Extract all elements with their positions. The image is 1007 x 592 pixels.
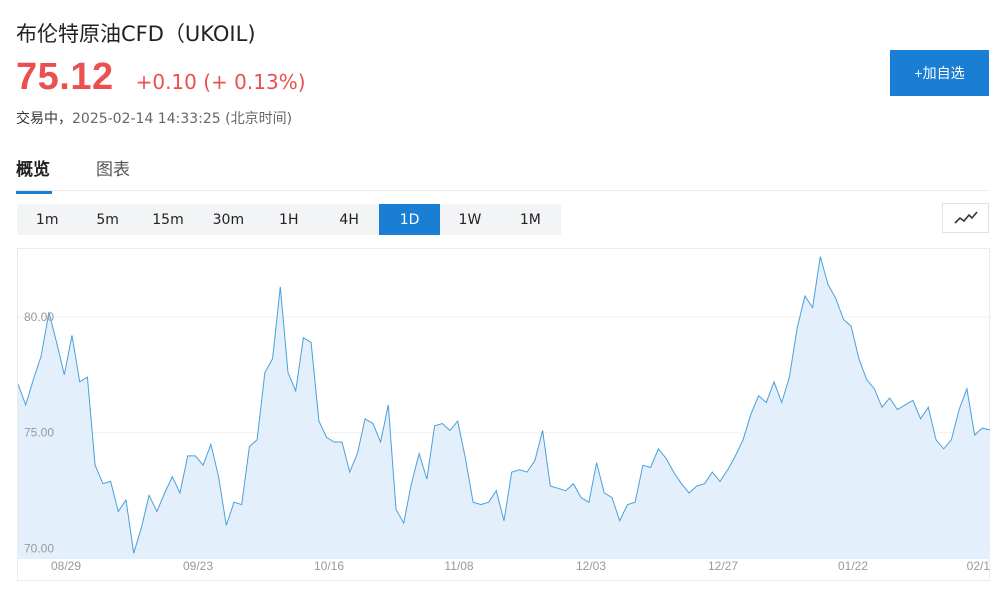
price-row: 75.12 +0.10 (+ 0.13%) bbox=[16, 56, 306, 99]
trading-status: 交易中，2025-02-14 14:33:25 (北京时间) bbox=[16, 108, 292, 128]
timestamp: 2025-02-14 14:33:25 (北京时间) bbox=[72, 111, 292, 127]
tab-chart[interactable]: 图表 bbox=[96, 155, 130, 180]
period-4h[interactable]: 4H bbox=[319, 204, 379, 235]
chart-type-button[interactable] bbox=[942, 203, 989, 233]
page-title: 布伦特原油CFD（UKOIL) bbox=[16, 18, 256, 48]
period-selector: 1m 5m 15m 30m 1H 4H 1D 1W 1M bbox=[17, 204, 561, 235]
price-area bbox=[18, 257, 990, 559]
add-to-watchlist-button[interactable]: +加自选 bbox=[890, 50, 989, 96]
period-1mo[interactable]: 1M bbox=[500, 204, 560, 235]
period-1m[interactable]: 1m bbox=[17, 204, 77, 235]
x-tick-label-0: 08/29 bbox=[51, 559, 81, 573]
y-tick-label-0: 80.00 bbox=[24, 310, 54, 324]
line-chart-icon bbox=[954, 211, 978, 225]
period-1w[interactable]: 1W bbox=[440, 204, 500, 235]
x-tick-label-6: 01/22 bbox=[838, 559, 868, 573]
period-5m[interactable]: 5m bbox=[77, 204, 137, 235]
period-15m[interactable]: 15m bbox=[138, 204, 198, 235]
price-chart[interactable]: 80.00 75.00 70.00 08/29 09/23 10/16 11/08 12/03… bbox=[17, 248, 990, 581]
x-tick-label-4: 12/03 bbox=[576, 559, 606, 573]
y-tick-label-2: 70.00 bbox=[24, 542, 54, 556]
x-tick-label-2: 10/16 bbox=[314, 559, 344, 573]
price-change: +0.10 (+ 0.13%) bbox=[136, 70, 306, 94]
x-tick-label-7: 02/1 bbox=[967, 559, 991, 573]
last-price: 75.12 bbox=[16, 56, 114, 99]
tab-bar: 概览 图表 bbox=[16, 150, 990, 191]
x-tick-label-5: 12/27 bbox=[708, 559, 738, 573]
status-label: 交易中， bbox=[16, 111, 72, 127]
period-30m[interactable]: 30m bbox=[198, 204, 258, 235]
x-tick-label-3: 11/08 bbox=[444, 559, 473, 573]
period-1d[interactable]: 1D bbox=[379, 204, 439, 235]
price-chart-svg: 80.00 75.00 70.00 08/29 09/23 10/16 11/08 12/03… bbox=[18, 249, 991, 582]
period-1h[interactable]: 1H bbox=[259, 204, 319, 235]
tab-overview[interactable]: 概览 bbox=[16, 155, 50, 180]
y-tick-label-1: 75.00 bbox=[24, 426, 54, 440]
x-tick-label-1: 09/23 bbox=[183, 559, 213, 573]
